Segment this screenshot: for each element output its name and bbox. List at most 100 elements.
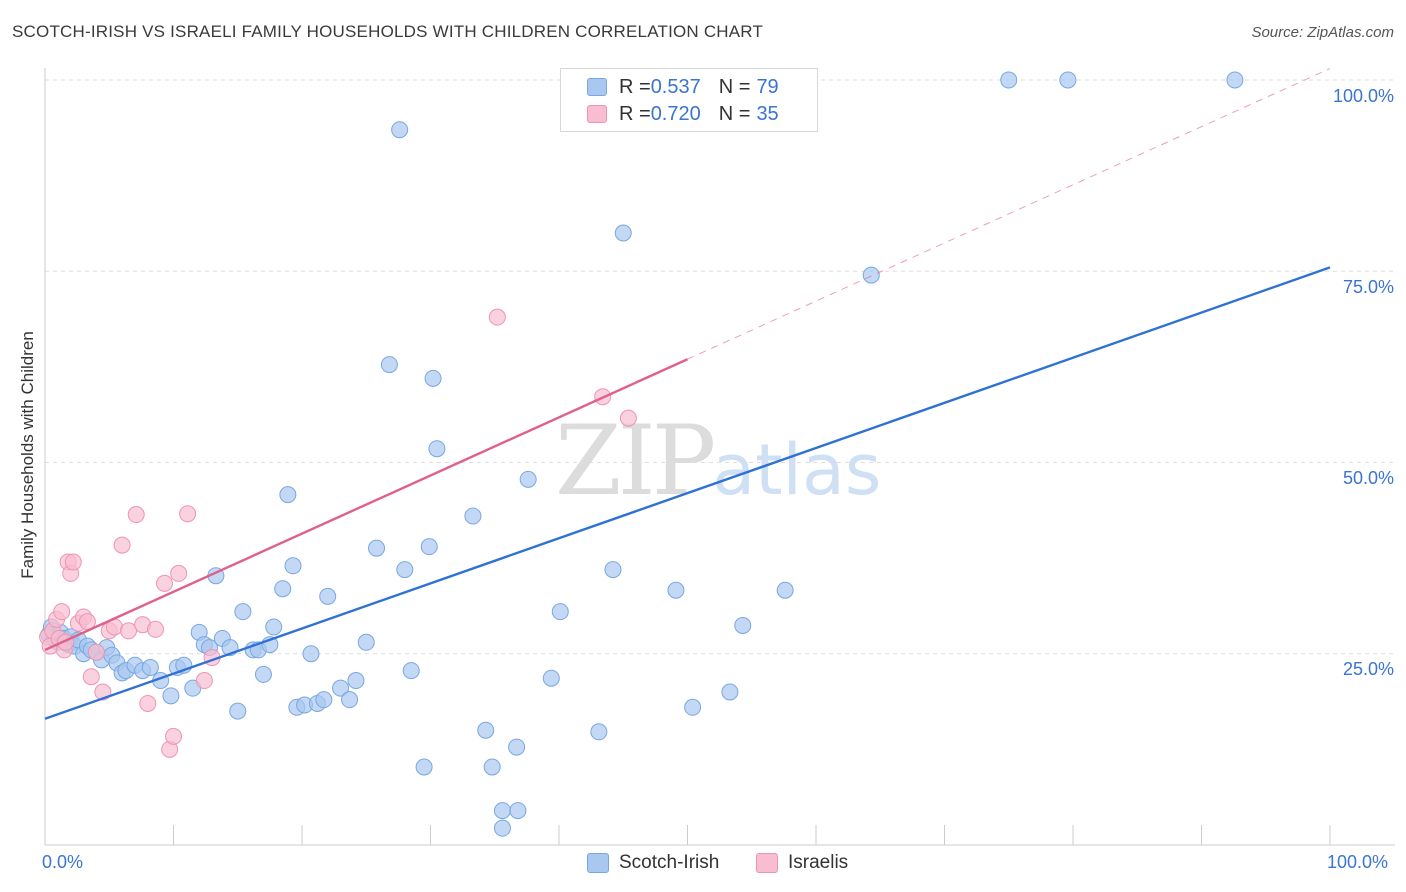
x-tick-0: 0.0% [42, 852, 84, 872]
scotch-r-label: R = [619, 75, 651, 98]
scotch-irish-point [424, 369, 442, 387]
israeli-point [113, 536, 131, 554]
scotch-irish-point [464, 507, 482, 525]
israeli-r-label: R = [619, 102, 651, 125]
scotch-irish-point [776, 581, 794, 599]
israeli-point [139, 694, 157, 712]
y-tick-100: 100.0% [1332, 86, 1394, 106]
scotch-irish-point [279, 486, 297, 504]
scotch-irish-point [428, 440, 446, 458]
scotch-irish-point [391, 121, 409, 139]
israeli-legend-label: Israelis [788, 852, 849, 873]
scotch-irish-point [420, 538, 438, 556]
scotch-irish-point [380, 356, 398, 374]
israeli-point [165, 727, 182, 745]
scotch-irish-point [341, 691, 359, 709]
chart-title: SCOTCH-IRISH VS ISRAELI FAMILY HOUSEHOLD… [12, 22, 764, 41]
israeli-point [488, 308, 506, 326]
scotch-irish-point [1226, 71, 1244, 89]
scotch-irish-point [319, 587, 337, 605]
scotch-irish-point [332, 679, 350, 697]
scotch-irish-point [254, 665, 272, 683]
israeli-point [195, 672, 213, 690]
scotch-irish-point [590, 723, 608, 741]
y-tick-75: 75.0% [1342, 277, 1394, 297]
scotch-irish-point [284, 557, 302, 575]
scotch-irish-point [493, 819, 511, 837]
israeli-point [120, 622, 138, 640]
scotch-n-label: N = [718, 75, 751, 98]
israeli-n-label: N = [718, 102, 751, 125]
scotch-irish-point [402, 662, 420, 680]
scotch-irish-point [604, 561, 622, 579]
legend-item-scotch: Scotch-Irish [587, 852, 719, 874]
israeli-point [619, 409, 637, 427]
scotch-irish-point [477, 721, 495, 739]
scotch-irish-point [265, 618, 283, 636]
scotch-swatch [587, 78, 607, 96]
israeli-r-value: 0.720 [650, 102, 701, 125]
israeli-trend-line-extension [687, 68, 1331, 360]
scotch-irish-points [40, 71, 1244, 837]
israeli-legend-swatch [756, 853, 778, 873]
source-label: Source: ZipAtlas.com [1251, 24, 1394, 41]
israeli-trend-line [44, 358, 688, 652]
scotch-n-value: 79 [756, 75, 779, 98]
scotch-irish-point [542, 669, 560, 687]
y-axis-label: Family Households with Children [18, 331, 37, 579]
grid-lines [45, 79, 1395, 655]
israeli-point [127, 506, 145, 524]
axes [44, 68, 1395, 846]
scotch-r-value: 0.537 [650, 75, 701, 98]
scotch-irish-point [357, 633, 375, 651]
scotch-irish-point [347, 672, 365, 690]
israeli-point [179, 505, 197, 523]
x-tick-100: 100.0% [1327, 852, 1389, 872]
trend-lines [44, 68, 1331, 720]
israeli-point [53, 603, 71, 621]
legend-row-israeli: R = 0.720 N = 35 [587, 101, 779, 127]
scotch-irish-point [684, 698, 702, 716]
scotch-irish-point [519, 470, 537, 488]
scotch-irish-point [614, 224, 632, 242]
israeli-n-value: 35 [756, 102, 779, 125]
scotch-irish-point [162, 687, 180, 705]
scotch-irish-point [302, 645, 320, 663]
scotch-irish-point [509, 802, 527, 820]
scotch-irish-trend-line [44, 266, 1331, 720]
scotch-irish-point [368, 539, 386, 557]
scotch-irish-point [274, 580, 292, 598]
scotch-legend-swatch [587, 853, 609, 873]
scotch-irish-point [551, 603, 569, 621]
y-tick-25: 25.0% [1342, 659, 1394, 679]
scotch-irish-point [396, 561, 414, 579]
israeli-point [170, 564, 188, 582]
scotch-irish-point [862, 266, 880, 284]
legend-row-scotch: R = 0.537 N = 79 [587, 74, 779, 100]
israeli-point [82, 668, 100, 686]
scotch-irish-point [415, 758, 433, 776]
israeli-point [87, 643, 105, 661]
scotch-legend-label: Scotch-Irish [619, 852, 720, 873]
scotch-irish-point [483, 758, 501, 776]
y-tick-50: 50.0% [1342, 468, 1394, 488]
watermark: ZIPatlas [555, 405, 881, 517]
scotch-irish-point [721, 683, 739, 701]
israeli-points [39, 308, 637, 758]
watermark-zip: ZIP [555, 405, 716, 517]
watermark-atlas: atlas [712, 429, 882, 511]
scotch-irish-point [234, 603, 252, 621]
israeli-point [147, 620, 165, 638]
scotch-irish-point [315, 691, 333, 709]
scotch-irish-point [141, 659, 159, 677]
scotch-irish-point [667, 581, 685, 599]
scotch-irish-point [734, 616, 752, 634]
scotch-irish-point [229, 702, 247, 720]
israeli-point [156, 574, 174, 592]
correlation-legend: R = 0.537 N = 79 R = 0.720 N = 35 [560, 68, 818, 132]
scotch-irish-point [508, 738, 526, 756]
scotch-irish-point [1000, 71, 1018, 89]
israeli-swatch [587, 105, 607, 123]
legend-item-israeli: Israelis [756, 852, 848, 874]
